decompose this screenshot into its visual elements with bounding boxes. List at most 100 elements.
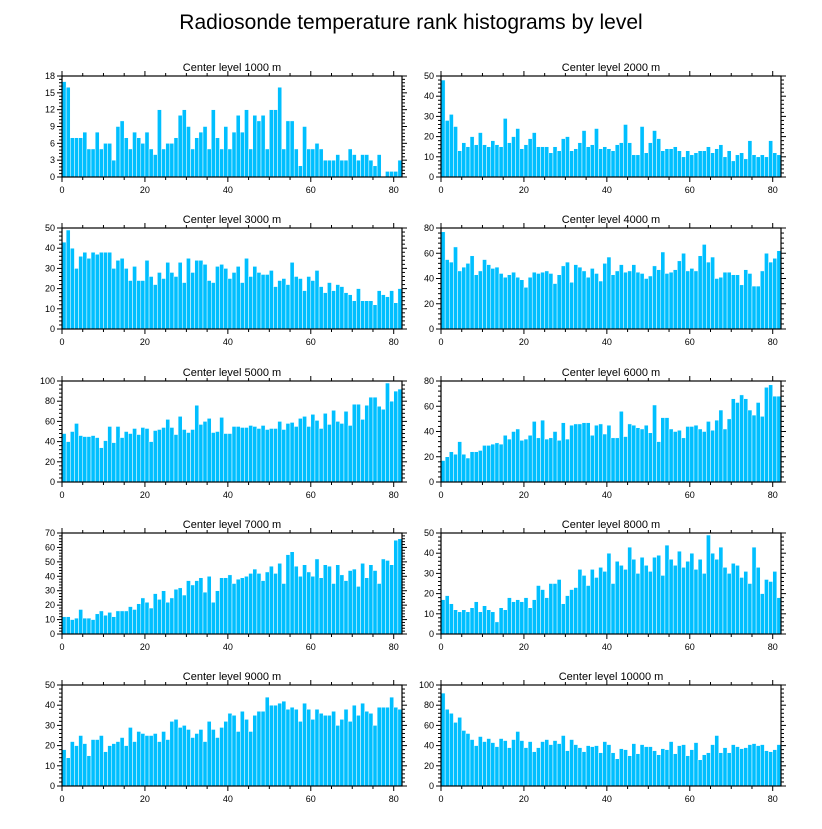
histogram-bar — [194, 260, 200, 330]
histogram-bar — [298, 721, 303, 787]
histogram-bar — [219, 148, 224, 178]
histogram-bar — [449, 713, 454, 787]
histogram-bar — [453, 453, 458, 483]
x-tick-label: 60 — [685, 185, 695, 195]
histogram-bar — [515, 428, 521, 483]
y-tick-label: 70 — [45, 528, 55, 538]
histogram-bar — [585, 585, 591, 635]
histogram-bar — [99, 610, 104, 635]
histogram-bar — [256, 272, 262, 330]
histogram-bar — [248, 276, 253, 330]
histogram-bar — [372, 725, 378, 787]
histogram-panel: Center level 8000 m 0 20 40 60 80 0 10 20 30 40 50 — [424, 519, 786, 652]
histogram-bar — [482, 741, 487, 787]
x-tick-label: 80 — [768, 337, 778, 347]
histogram-bar — [173, 276, 179, 330]
histogram-bar — [631, 559, 637, 635]
histogram-bar — [123, 610, 129, 635]
histogram-bar — [498, 443, 504, 483]
y-tick-label: 50 — [424, 528, 434, 538]
histogram-bar — [772, 749, 778, 787]
histogram-bar — [277, 421, 283, 483]
histogram-bar — [552, 146, 558, 178]
histogram-bar — [190, 148, 195, 178]
histogram-bar — [635, 573, 641, 635]
histogram-panel: Center level 4000 m 0 20 40 60 80 0 20 40 60 80 — [424, 214, 786, 347]
histogram-bar — [132, 741, 137, 787]
histogram-bar — [70, 137, 75, 178]
histogram-bar — [635, 753, 641, 787]
y-tick-label: 20 — [45, 741, 55, 751]
histogram-bar — [351, 300, 357, 330]
histogram-bar — [165, 419, 171, 483]
histogram-bar — [74, 745, 79, 787]
histogram-bar — [293, 708, 299, 787]
histogram-bar — [285, 120, 291, 178]
histogram-bar — [335, 284, 341, 330]
histogram-bar — [202, 741, 208, 787]
histogram-bar — [440, 79, 446, 178]
x-tick-label: 0 — [59, 794, 64, 804]
histogram-bar — [240, 427, 245, 483]
histogram-bar — [764, 156, 769, 178]
histogram-bar — [107, 426, 113, 483]
histogram-bar — [473, 274, 479, 330]
histogram-bar — [643, 152, 649, 178]
y-tick-label: 50 — [45, 223, 55, 233]
histogram-bar — [627, 270, 632, 330]
histogram-bar — [148, 735, 154, 787]
x-tick-label: 40 — [223, 794, 233, 804]
histogram-bar — [74, 137, 79, 178]
histogram-bar — [760, 270, 765, 330]
histogram-bar — [306, 571, 312, 635]
histogram-bar — [165, 602, 171, 635]
histogram-bar — [735, 565, 740, 635]
y-tick-label: 30 — [45, 263, 55, 273]
histogram-bar — [486, 738, 492, 787]
histogram-bar — [376, 583, 382, 635]
histogram-bar — [335, 564, 341, 635]
histogram-bar — [577, 266, 583, 330]
histogram-bar — [482, 445, 487, 483]
histogram-bar — [198, 260, 204, 330]
histogram-bar — [677, 260, 682, 330]
histogram-bar — [726, 150, 732, 178]
histogram-bar — [531, 599, 537, 635]
histogram-bar — [594, 745, 599, 787]
histogram-bar — [194, 580, 200, 635]
histogram-bar — [381, 294, 386, 330]
y-tick-label: 50 — [45, 680, 55, 690]
histogram-bar — [714, 559, 720, 635]
histogram-bar — [457, 611, 462, 635]
histogram-bar — [478, 270, 483, 330]
histogram-bar — [598, 752, 603, 787]
histogram-bar — [590, 746, 595, 787]
histogram-bar — [82, 131, 88, 178]
histogram-bar — [540, 146, 545, 178]
histogram-bar — [310, 719, 316, 787]
histogram-bar — [635, 154, 641, 178]
y-tick-label: 40 — [45, 243, 55, 253]
histogram-bar — [639, 744, 645, 787]
histogram-bar — [619, 748, 624, 787]
histogram-bar — [74, 423, 79, 483]
histogram-bar — [772, 395, 778, 483]
y-tick-label: 40 — [45, 437, 55, 447]
histogram-bar — [385, 560, 390, 635]
histogram-bar — [397, 288, 403, 330]
histogram-bar — [664, 417, 670, 483]
histogram-bar — [264, 571, 270, 635]
histogram-bar — [78, 735, 83, 787]
histogram-bar — [689, 154, 695, 178]
histogram-bar — [136, 280, 142, 330]
histogram-bar — [764, 387, 769, 483]
histogram-bar — [606, 148, 612, 178]
histogram-bar — [602, 571, 608, 635]
histogram-bar — [61, 241, 67, 330]
histogram-bar — [119, 258, 125, 330]
histogram-bar — [273, 109, 278, 178]
histogram-bar — [173, 589, 179, 635]
histogram-bar — [743, 158, 749, 178]
y-tick-label: 0 — [50, 324, 55, 334]
histogram-bar — [293, 276, 299, 330]
